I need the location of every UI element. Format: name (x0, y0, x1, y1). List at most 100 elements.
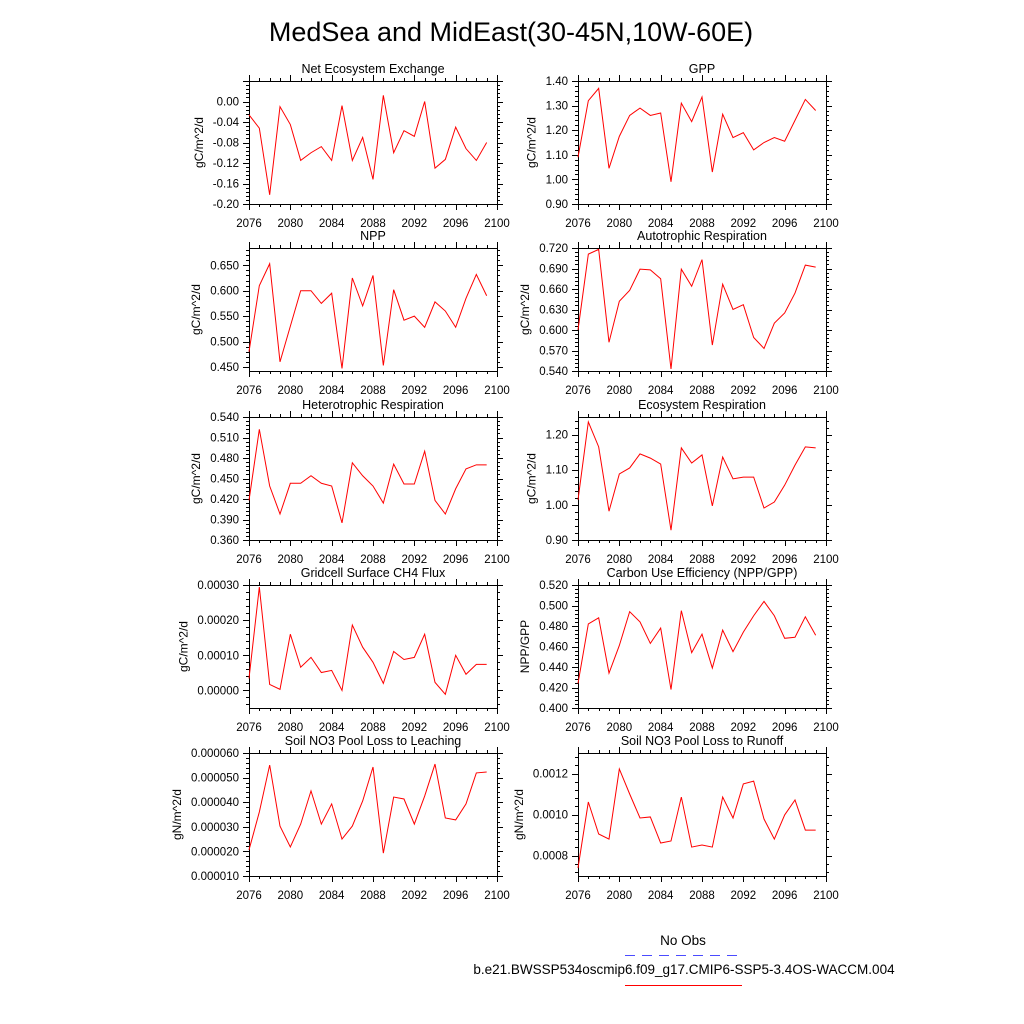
x-tick-label: 2080 (607, 554, 633, 566)
plot-frame (578, 81, 827, 205)
y-tick-label: 0.00030 (197, 580, 239, 592)
y-axis-label: gC/m^2/d (176, 621, 190, 672)
x-tick-label: 2100 (484, 385, 510, 397)
series-line (577, 87, 817, 182)
y-tick-label: 0.540 (210, 412, 239, 424)
x-tick-label: 2076 (236, 218, 262, 230)
x-tick-label: 2096 (443, 385, 469, 397)
x-tick-label: 2092 (731, 385, 757, 397)
x-tick-label: 2080 (278, 890, 304, 902)
panel-gridcell-surface-ch4-flux: Gridcell Surface CH4 Flux 2076 2080 2084 208… (176, 566, 509, 734)
x-tick-label: 2100 (813, 722, 839, 734)
x-tick-label: 2100 (484, 722, 510, 734)
y-tick-label: 1.00 (546, 174, 568, 186)
y-tick-label: 0.000040 (191, 797, 239, 809)
x-tick-label: 2088 (360, 722, 386, 734)
y-tick-label: 0.630 (539, 305, 568, 317)
x-tick-label: 2084 (648, 218, 674, 230)
x-tick-label: 2088 (360, 890, 386, 902)
x-tick-label: 2092 (402, 218, 428, 230)
panel-title: Gridcell Surface CH4 Flux (301, 566, 446, 580)
y-tick-label: -0.20 (213, 199, 239, 211)
x-tick-label: 2084 (319, 218, 345, 230)
x-tick-label: 2076 (565, 722, 591, 734)
y-tick-label: 1.20 (546, 125, 568, 137)
y-tick-label: -0.12 (213, 158, 239, 170)
x-tick-label: 2084 (648, 554, 674, 566)
x-tick-label: 2084 (648, 722, 674, 734)
x-tick-label: 2088 (360, 385, 386, 397)
panel-soil-no3-pool-loss-to-runoff: Soil NO3 Pool Loss to Runoff 2076 2080 2084… (512, 734, 839, 902)
panel-title: Ecosystem Respiration (638, 398, 766, 412)
x-tick-label: 2096 (443, 722, 469, 734)
x-tick-label: 2080 (607, 890, 633, 902)
plot-frame (249, 753, 498, 877)
y-tick-label: 1.10 (546, 150, 568, 162)
series-line (577, 420, 816, 531)
x-tick-label: 2096 (772, 218, 798, 230)
x-tick-label: 2088 (689, 385, 715, 397)
plot-frame (578, 417, 827, 541)
y-tick-label: 0.000030 (191, 822, 239, 834)
panel-title: Soil NO3 Pool Loss to Runoff (621, 734, 784, 748)
y-tick-label: 0.000010 (191, 871, 239, 883)
x-tick-label: 2080 (278, 218, 304, 230)
x-tick-label: 2080 (607, 385, 633, 397)
x-tick-label: 2084 (648, 385, 674, 397)
y-tick-label: 0.570 (539, 346, 568, 358)
x-tick-label: 2080 (278, 554, 304, 566)
panel-title: NPP (360, 229, 386, 243)
y-axis-label: gC/m^2/d (189, 453, 203, 504)
plot-frame (578, 248, 827, 372)
x-tick-label: 2096 (772, 890, 798, 902)
y-axis-label: NPP/GPP (518, 620, 532, 673)
y-axis-label: gC/m^2/d (525, 453, 539, 504)
y-tick-label: 1.10 (546, 465, 568, 477)
x-tick-label: 2088 (689, 554, 715, 566)
series-line (248, 587, 487, 696)
plot-frame (249, 248, 498, 372)
series-line (248, 429, 487, 524)
series-line (577, 600, 817, 690)
y-tick-label: 0.000020 (191, 846, 239, 858)
x-tick-label: 2076 (236, 722, 262, 734)
y-tick-label: 0.480 (539, 621, 568, 633)
x-tick-label: 2100 (484, 890, 510, 902)
x-tick-label: 2096 (772, 722, 798, 734)
y-tick-label: -0.08 (213, 138, 239, 150)
y-tick-label: 0.00010 (197, 650, 239, 662)
panel-title: Net Ecosystem Exchange (301, 62, 444, 76)
y-tick-label: 1.30 (546, 101, 568, 113)
x-tick-label: 2092 (731, 554, 757, 566)
x-tick-label: 2096 (443, 554, 469, 566)
y-tick-label: 0.000060 (191, 748, 239, 760)
y-tick-label: 0.00020 (197, 615, 239, 627)
panel-net-ecosystem-exchange: Net Ecosystem Exchange 2076 2080 2084 2088 20… (192, 62, 510, 230)
x-tick-label: 2088 (689, 722, 715, 734)
x-tick-label: 2084 (319, 722, 345, 734)
y-tick-label: -0.04 (213, 117, 240, 129)
panel-autotrophic-respiration: Autotrophic Respiration 2076 2080 2084 2088 2… (518, 229, 839, 397)
y-tick-label: 1.20 (546, 430, 568, 442)
y-tick-label: 0.500 (539, 601, 568, 613)
y-tick-label: 0.520 (539, 580, 568, 592)
y-tick-label: 0.690 (539, 264, 568, 276)
x-tick-label: 2092 (402, 722, 428, 734)
y-tick-label: 0.540 (539, 366, 568, 378)
x-tick-label: 2092 (402, 385, 428, 397)
x-tick-label: 2080 (607, 218, 633, 230)
y-tick-label: -0.16 (213, 179, 239, 191)
panel-title: Carbon Use Efficiency (NPP/GPP) (607, 566, 798, 580)
panel-title: Heterotrophic Respiration (302, 398, 444, 412)
series-line (577, 767, 816, 869)
y-tick-label: 0.0012 (533, 769, 568, 781)
panel-title: Autotrophic Respiration (637, 229, 767, 243)
x-tick-label: 2088 (360, 218, 386, 230)
x-tick-label: 2076 (565, 554, 591, 566)
y-tick-label: 0.650 (210, 260, 239, 272)
x-tick-label: 2076 (236, 554, 262, 566)
legend-label-no-obs: No Obs (660, 933, 706, 948)
y-tick-label: 0.90 (546, 199, 568, 211)
plot-frame (578, 753, 827, 877)
